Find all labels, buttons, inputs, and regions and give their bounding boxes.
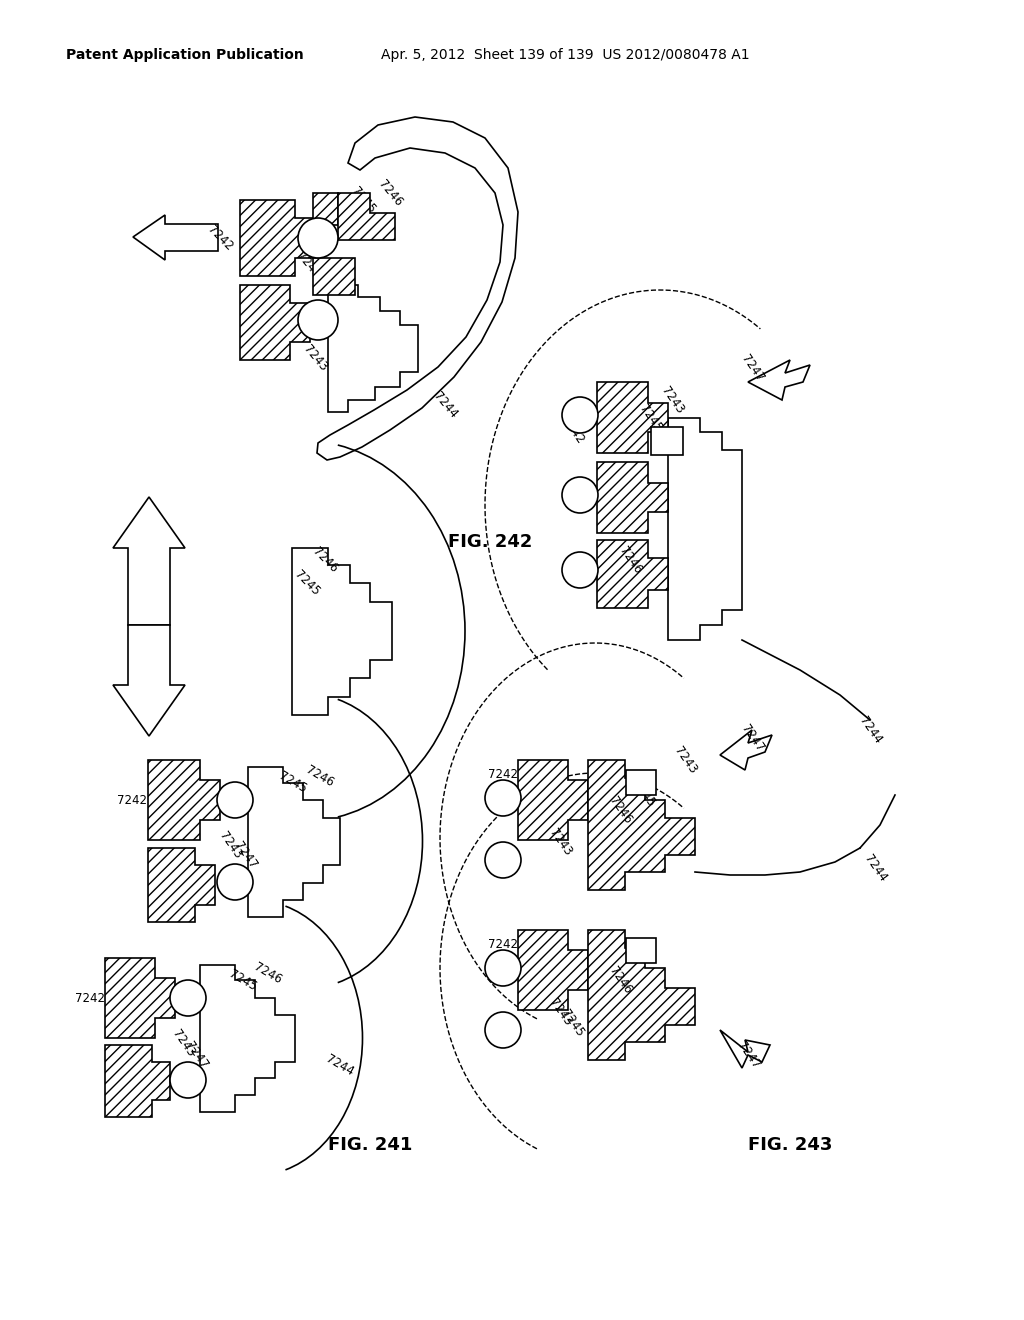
Polygon shape: [148, 760, 220, 840]
Polygon shape: [597, 381, 668, 453]
Text: 7245: 7245: [348, 185, 378, 215]
Text: 7247: 7247: [734, 1039, 762, 1071]
Text: 7244: 7244: [856, 714, 884, 746]
Polygon shape: [338, 193, 395, 240]
Text: 7242: 7242: [75, 991, 105, 1005]
Text: 7247: 7247: [182, 1039, 210, 1071]
Text: 7246: 7246: [606, 964, 634, 997]
Text: 7247: 7247: [328, 193, 356, 223]
Polygon shape: [240, 285, 310, 360]
Text: 7244: 7244: [430, 389, 460, 421]
Circle shape: [485, 842, 521, 878]
Text: 7243: 7243: [300, 342, 330, 374]
Polygon shape: [597, 540, 668, 609]
Polygon shape: [313, 193, 338, 224]
Circle shape: [170, 979, 206, 1016]
Text: 7243: 7243: [216, 829, 244, 861]
Text: 7247: 7247: [231, 840, 259, 871]
Text: 7243: 7243: [658, 384, 686, 416]
Text: 7246: 7246: [376, 177, 404, 209]
Text: 7243: 7243: [294, 249, 323, 281]
Text: 7243: 7243: [671, 744, 699, 776]
Circle shape: [485, 780, 521, 816]
Polygon shape: [292, 548, 392, 715]
Polygon shape: [588, 760, 695, 890]
Circle shape: [485, 950, 521, 986]
Polygon shape: [317, 117, 518, 459]
Text: 7245: 7245: [276, 770, 309, 795]
Text: 7247: 7247: [738, 722, 766, 754]
Text: FIG. 242: FIG. 242: [447, 533, 532, 550]
Polygon shape: [240, 201, 313, 276]
Bar: [626, 770, 656, 795]
Text: 7245: 7245: [558, 1007, 586, 1039]
Text: 7242: 7242: [558, 414, 586, 446]
Circle shape: [485, 1012, 521, 1048]
Polygon shape: [328, 285, 418, 412]
Polygon shape: [597, 462, 668, 533]
Text: FIG. 241: FIG. 241: [328, 1137, 413, 1154]
Text: 7242: 7242: [488, 939, 518, 952]
Text: 7246: 7246: [616, 544, 644, 576]
Polygon shape: [668, 418, 742, 640]
Polygon shape: [105, 958, 175, 1038]
Bar: [626, 939, 656, 964]
Circle shape: [562, 477, 598, 513]
Text: 7245: 7245: [292, 568, 323, 598]
Circle shape: [298, 300, 338, 341]
Circle shape: [562, 397, 598, 433]
Text: 7242: 7242: [488, 768, 518, 781]
Bar: [651, 426, 683, 455]
Text: 7245: 7245: [636, 403, 664, 434]
Polygon shape: [518, 931, 588, 1010]
Polygon shape: [518, 760, 588, 840]
Polygon shape: [113, 498, 185, 624]
Polygon shape: [105, 1045, 170, 1117]
Polygon shape: [720, 1030, 770, 1068]
Text: FIG. 243: FIG. 243: [748, 1137, 833, 1154]
Text: Patent Application Publication: Patent Application Publication: [67, 48, 304, 62]
Polygon shape: [720, 730, 772, 770]
Text: 7247: 7247: [738, 352, 766, 384]
Text: Apr. 5, 2012  Sheet 139 of 139  US 2012/0080478 A1: Apr. 5, 2012 Sheet 139 of 139 US 2012/00…: [381, 48, 750, 62]
Polygon shape: [113, 624, 185, 737]
Circle shape: [217, 865, 253, 900]
Circle shape: [298, 218, 338, 257]
Text: 7243: 7243: [169, 1027, 197, 1059]
Text: 7244: 7244: [861, 851, 889, 884]
Polygon shape: [148, 847, 215, 921]
Text: 7246: 7246: [304, 763, 336, 789]
Text: 7244: 7244: [324, 1052, 356, 1078]
Circle shape: [170, 1063, 206, 1098]
Text: 7246: 7246: [310, 545, 340, 576]
Text: 7245: 7245: [629, 777, 656, 809]
Polygon shape: [133, 215, 218, 260]
Text: 7246: 7246: [606, 795, 634, 826]
Polygon shape: [200, 965, 295, 1111]
Polygon shape: [248, 767, 340, 917]
Text: 7242: 7242: [117, 793, 147, 807]
Circle shape: [562, 552, 598, 587]
Text: 7245: 7245: [226, 968, 259, 993]
Polygon shape: [313, 257, 355, 294]
Polygon shape: [588, 931, 695, 1060]
Polygon shape: [748, 360, 810, 400]
Text: 7242: 7242: [205, 223, 236, 253]
Text: 7243: 7243: [546, 826, 573, 858]
Circle shape: [217, 781, 253, 818]
Text: 7246: 7246: [252, 960, 285, 986]
Text: 7243: 7243: [546, 997, 573, 1028]
